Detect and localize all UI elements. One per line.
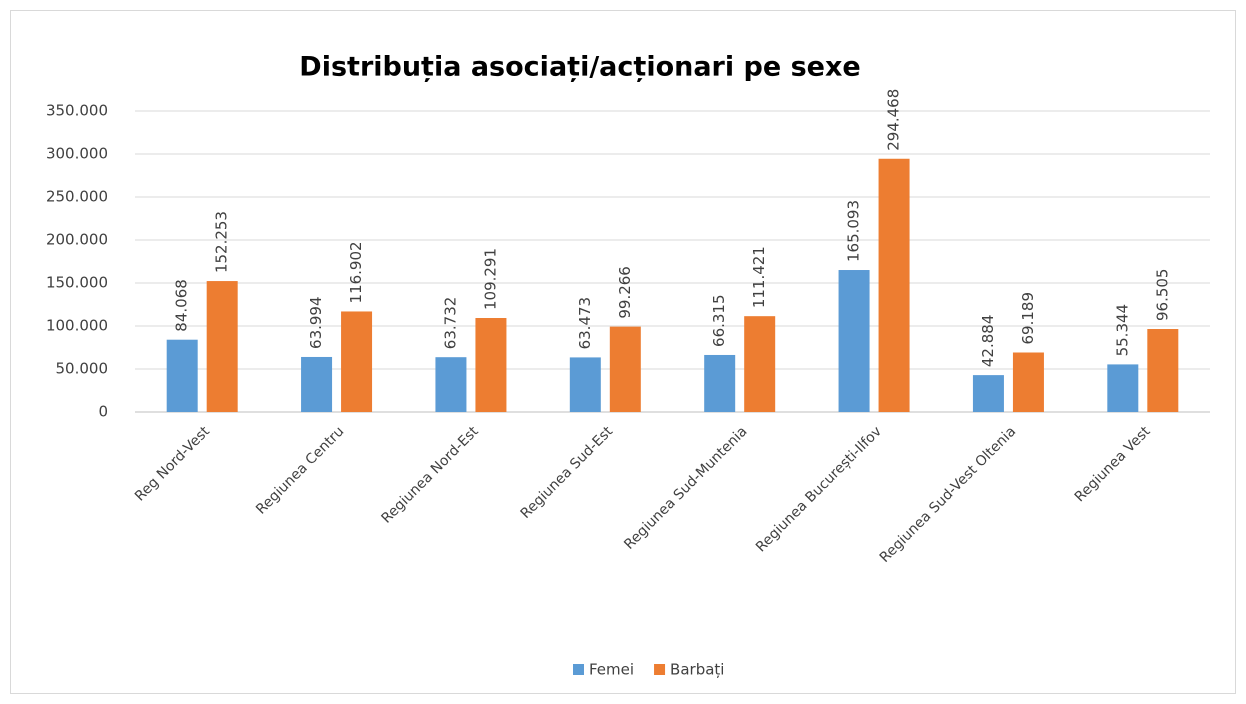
- bar: [704, 354, 736, 412]
- value-label: 99.266: [616, 266, 634, 319]
- value-label: 96.505: [1153, 269, 1171, 322]
- legend-swatch: [654, 664, 666, 675]
- y-tick-label: 250.000: [46, 188, 108, 206]
- value-label: 55.344: [1113, 304, 1131, 357]
- bar: [475, 318, 507, 412]
- value-label: 63.994: [307, 296, 325, 349]
- bar: [206, 281, 238, 412]
- y-tick-label: 50.000: [56, 360, 109, 378]
- y-tick-label: 350.000: [46, 102, 108, 120]
- value-label: 152.253: [213, 211, 231, 273]
- bar: [972, 375, 1004, 412]
- chart-title: Distribuția asociați/acționari pe sexe: [299, 52, 860, 83]
- bar: [166, 339, 198, 412]
- bar: [1147, 329, 1179, 412]
- y-tick-label: 200.000: [46, 231, 108, 249]
- bar: [744, 316, 776, 412]
- bar: [301, 356, 333, 412]
- value-label: 165.093: [845, 200, 863, 262]
- bar: [878, 158, 910, 412]
- value-label: 42.884: [979, 315, 997, 368]
- value-label: 66.315: [710, 294, 728, 347]
- value-label: 69.189: [1019, 292, 1037, 345]
- y-tick-label: 0: [98, 403, 108, 421]
- legend-label: Barbați: [670, 661, 724, 679]
- y-tick-label: 100.000: [46, 317, 108, 335]
- value-label: 109.291: [481, 248, 499, 310]
- legend-swatch: [573, 664, 584, 675]
- legend-label: Femei: [589, 661, 634, 679]
- bar: [1012, 352, 1044, 412]
- value-label: 116.902: [347, 241, 365, 303]
- value-label: 111.421: [750, 246, 768, 308]
- value-label: 84.068: [173, 279, 191, 332]
- y-tick-label: 300.000: [46, 145, 108, 163]
- bar: [435, 357, 467, 412]
- value-label: 63.473: [576, 297, 594, 350]
- value-label: 63.732: [441, 297, 459, 350]
- bar: [341, 311, 373, 412]
- bar: [569, 357, 601, 412]
- bar: [838, 270, 870, 412]
- bar: [609, 326, 641, 412]
- bar: [1107, 364, 1139, 412]
- value-label: 294.468: [885, 89, 903, 151]
- y-tick-label: 150.000: [46, 274, 108, 292]
